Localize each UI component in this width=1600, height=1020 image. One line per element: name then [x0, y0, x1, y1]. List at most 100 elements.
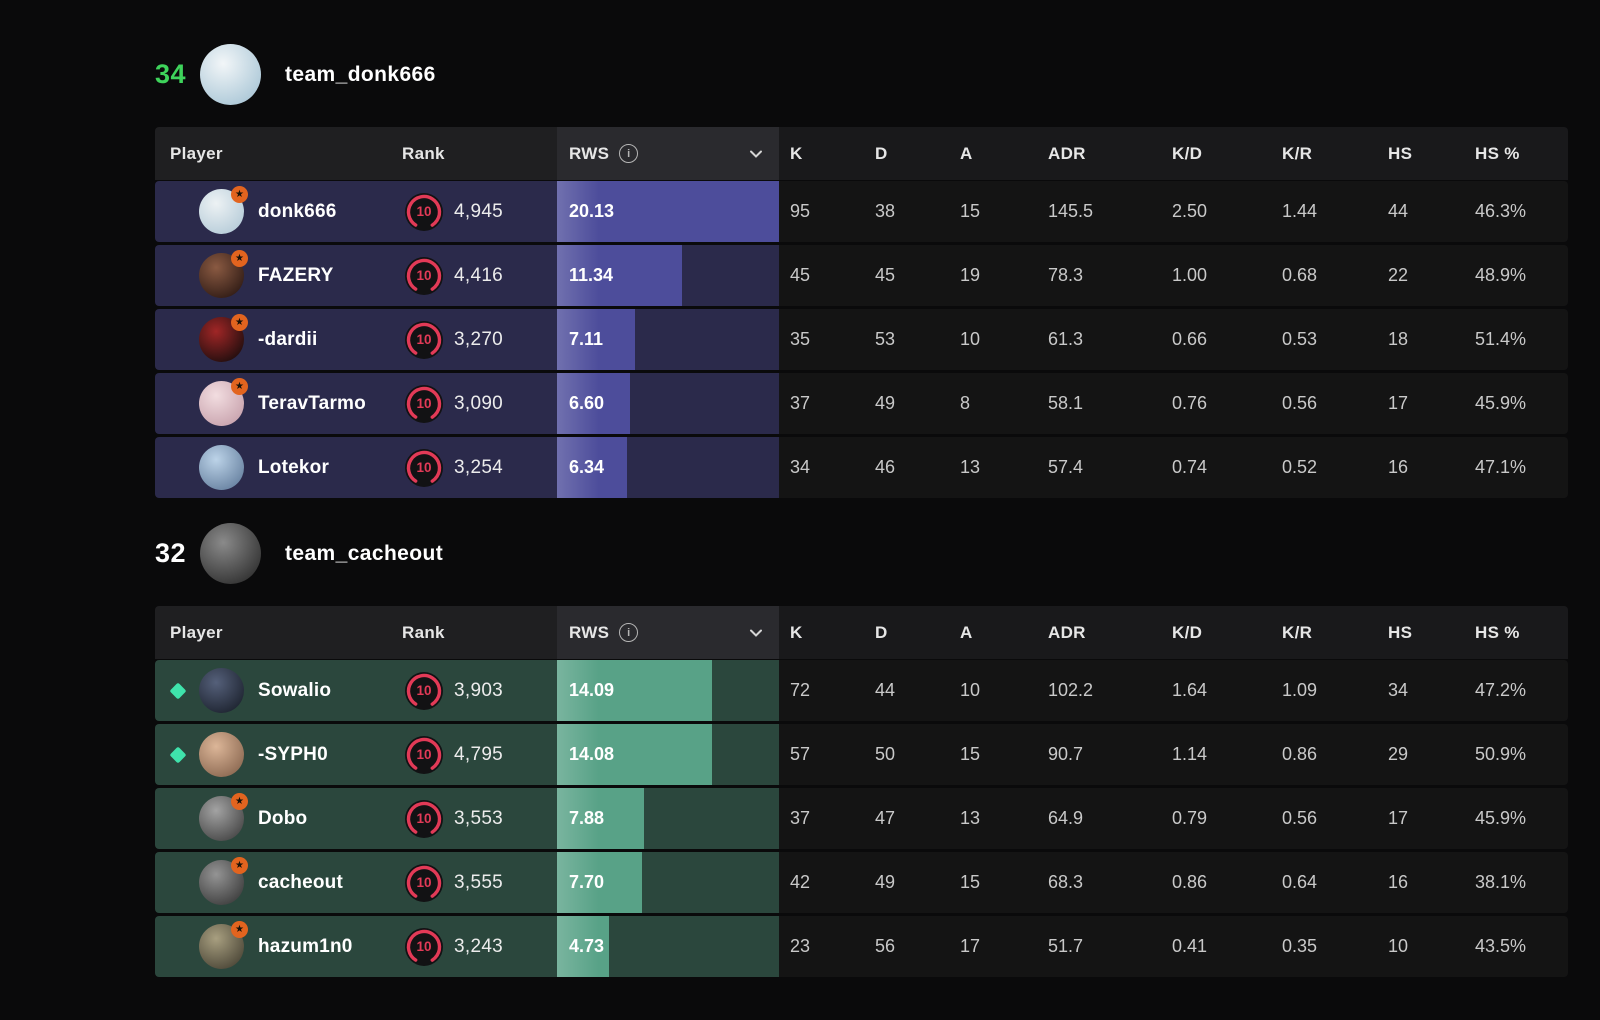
stat-hs-pct: 51.4% — [1475, 329, 1527, 349]
stat-adr: 58.1 — [1048, 393, 1084, 413]
stat-d: 47 — [875, 808, 896, 828]
stat-k: 95 — [790, 201, 811, 221]
stat-adr: 90.7 — [1048, 744, 1084, 764]
stat-hs: 44 — [1388, 201, 1409, 221]
player-row[interactable]: Lotekor 10 3,254 6.34 — [155, 437, 1568, 498]
stat-kd: 1.64 — [1172, 680, 1208, 700]
player-name[interactable]: -dardii — [258, 328, 318, 350]
team-score: 34 — [155, 59, 187, 89]
header-k: K — [790, 622, 803, 642]
match-scoreboard: 34 team_donk666 Player Rank RWS i — [155, 0, 1568, 977]
rank-gauge-icon: 10 — [405, 799, 443, 838]
rank-gauge-icon: 10 — [405, 671, 443, 710]
stat-k: 57 — [790, 744, 811, 764]
info-icon[interactable]: i — [619, 144, 639, 163]
stat-k: 45 — [790, 265, 811, 285]
stat-d: 45 — [875, 265, 896, 285]
stat-hs-pct: 45.9% — [1475, 393, 1527, 413]
stat-k: 42 — [790, 872, 811, 892]
player-name[interactable]: Lotekor — [258, 456, 330, 478]
header-kr: K/R — [1282, 622, 1313, 642]
player-avatar: ★ — [199, 921, 248, 969]
stat-hs: 17 — [1388, 393, 1409, 413]
rws-bar — [557, 852, 642, 913]
player-row[interactable]: ★ FAZERY 10 4,416 11.34 — [155, 245, 1568, 306]
star-badge-icon: ★ — [231, 793, 248, 810]
rank-level: 10 — [416, 268, 432, 283]
team-section: 34 team_donk666 Player Rank RWS i — [155, 44, 1568, 498]
stat-a: 15 — [960, 201, 981, 221]
header-kr: K/R — [1282, 143, 1313, 163]
stat-hs-pct: 48.9% — [1475, 265, 1527, 285]
stat-k: 23 — [790, 936, 811, 956]
rank-rating: 3,553 — [454, 807, 504, 829]
team-avatar[interactable] — [200, 44, 261, 105]
header-hs-pct: HS % — [1475, 143, 1520, 163]
player-name[interactable]: Sowalio — [258, 679, 332, 701]
header-d: D — [875, 143, 888, 163]
rws-value: 11.34 — [569, 265, 614, 285]
player-name[interactable]: cacheout — [258, 871, 344, 893]
rank-rating: 3,254 — [454, 456, 504, 478]
diamond-icon — [169, 682, 187, 699]
star-badge-icon: ★ — [231, 314, 248, 331]
stat-adr: 61.3 — [1048, 329, 1084, 349]
player-row[interactable]: ★ donk666 10 4,945 20.13 — [155, 181, 1568, 242]
rws-bar — [557, 724, 713, 785]
team-avatar[interactable] — [200, 523, 261, 584]
header-hs: HS — [1388, 143, 1413, 163]
rank-gauge-icon: 10 — [405, 735, 443, 774]
player-row[interactable]: ★ Dobo 10 3,553 7.88 — [155, 788, 1568, 849]
player-row[interactable]: ★ TeravTarmo 10 3,090 6.60 — [155, 373, 1568, 434]
team-name[interactable]: team_cacheout — [285, 541, 444, 565]
rank-level: 10 — [416, 460, 432, 475]
info-icon[interactable]: i — [619, 623, 639, 642]
stat-adr: 64.9 — [1048, 808, 1084, 828]
rank-gauge-icon: 10 — [405, 448, 443, 487]
stat-adr: 51.7 — [1048, 936, 1084, 956]
rank-gauge-icon: 10 — [405, 384, 443, 423]
stat-adr: 145.5 — [1048, 201, 1094, 221]
chevron-down-icon[interactable] — [749, 629, 763, 637]
rank-gauge-icon: 10 — [405, 863, 443, 902]
player-name[interactable]: donk666 — [258, 200, 337, 222]
rank-rating: 3,090 — [454, 392, 504, 414]
player-name[interactable]: FAZERY — [258, 264, 334, 286]
player-avatar: ★ — [199, 250, 248, 298]
player-row[interactable]: ★ hazum1n0 10 3,243 4.73 — [155, 916, 1568, 977]
rank-level: 10 — [416, 939, 432, 954]
stat-kd: 0.86 — [1172, 872, 1208, 892]
player-row[interactable]: -SYPH0 10 4,795 14.08 — [155, 724, 1568, 785]
stat-hs-pct: 38.1% — [1475, 872, 1527, 892]
player-name[interactable]: hazum1n0 — [258, 935, 353, 957]
team-header: 32 team_cacheout — [155, 523, 1568, 584]
header-rws[interactable]: RWS i — [557, 606, 779, 659]
player-name[interactable]: -SYPH0 — [258, 743, 328, 765]
rank-rating: 4,795 — [454, 743, 504, 765]
stat-a: 15 — [960, 872, 981, 892]
header-rws[interactable]: RWS i — [557, 127, 779, 180]
stat-kr: 0.56 — [1282, 808, 1318, 828]
stat-kr: 0.52 — [1282, 457, 1318, 477]
chevron-down-icon[interactable] — [749, 150, 763, 158]
team-header: 34 team_donk666 — [155, 44, 1568, 105]
star-badge-icon: ★ — [231, 857, 248, 874]
team-name[interactable]: team_donk666 — [285, 62, 436, 86]
rws-value: 6.60 — [569, 393, 605, 413]
stat-k: 37 — [790, 393, 811, 413]
player-name[interactable]: Dobo — [258, 807, 308, 829]
stat-a: 15 — [960, 744, 981, 764]
rws-bar — [557, 309, 636, 370]
stat-kr: 0.68 — [1282, 265, 1318, 285]
player-name[interactable]: TeravTarmo — [258, 392, 366, 414]
stat-kd: 0.41 — [1172, 936, 1208, 956]
player-row[interactable]: ★ cacheout 10 3,555 7.70 — [155, 852, 1568, 913]
header-rank: Rank — [402, 143, 445, 163]
rank-level: 10 — [416, 396, 432, 411]
rws-bar — [557, 245, 683, 306]
player-row[interactable]: ★ -dardii 10 3,270 7.11 — [155, 309, 1568, 370]
stat-kr: 0.86 — [1282, 744, 1318, 764]
player-row[interactable]: Sowalio 10 3,903 14.09 — [155, 660, 1568, 721]
stat-kr: 0.35 — [1282, 936, 1318, 956]
stat-hs-pct: 47.2% — [1475, 680, 1527, 700]
